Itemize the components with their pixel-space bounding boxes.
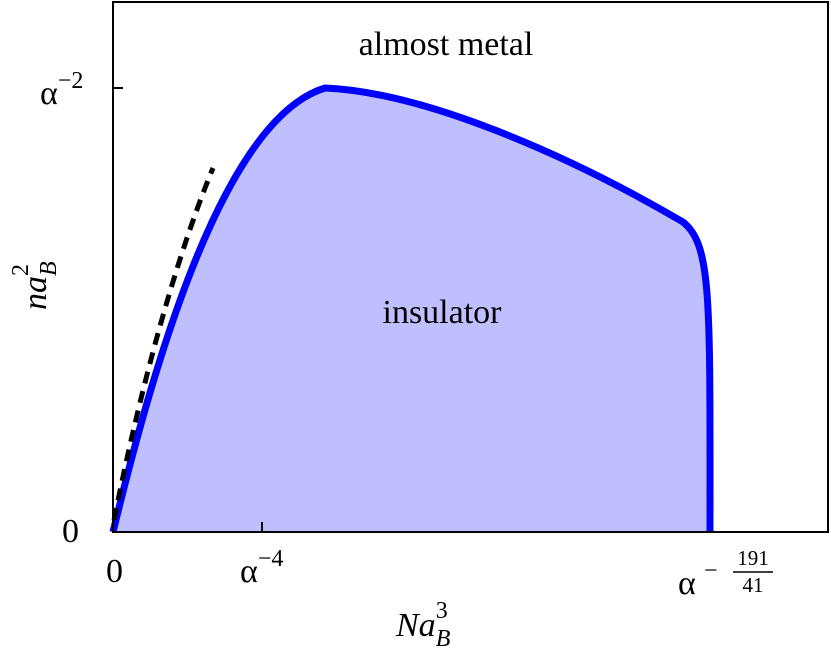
- denominator: 41: [743, 573, 764, 597]
- base: na: [17, 276, 54, 310]
- region-label: insulator: [383, 294, 503, 331]
- sub: B: [436, 626, 451, 652]
- phase-boundary: [109, 84, 714, 533]
- region-label: almost metal: [359, 26, 534, 63]
- x-tick-label: 0: [106, 553, 123, 590]
- asymptote: [111, 167, 216, 521]
- insulator-region: [113, 88, 711, 532]
- y-tick-label: α−2: [40, 68, 83, 112]
- base: α: [678, 565, 696, 602]
- y-tick-label: 0: [62, 513, 79, 550]
- x-axis-label: Na3 B: [395, 598, 451, 652]
- sub: B: [36, 261, 62, 276]
- sup: 3: [436, 598, 448, 624]
- y-axis-label: na2B: [8, 261, 62, 310]
- base: α: [40, 75, 58, 112]
- sup: −2: [58, 68, 84, 94]
- sign: −: [704, 558, 718, 584]
- base: α: [240, 553, 258, 590]
- axes-frame: [112, 1, 829, 533]
- numerator: 191: [737, 546, 769, 570]
- x-tick-label: α − 191 41: [678, 546, 773, 602]
- base: Na: [395, 607, 436, 644]
- sup: 2: [8, 264, 34, 276]
- x-tick-label: α−4: [240, 546, 283, 590]
- sup: −4: [258, 546, 284, 572]
